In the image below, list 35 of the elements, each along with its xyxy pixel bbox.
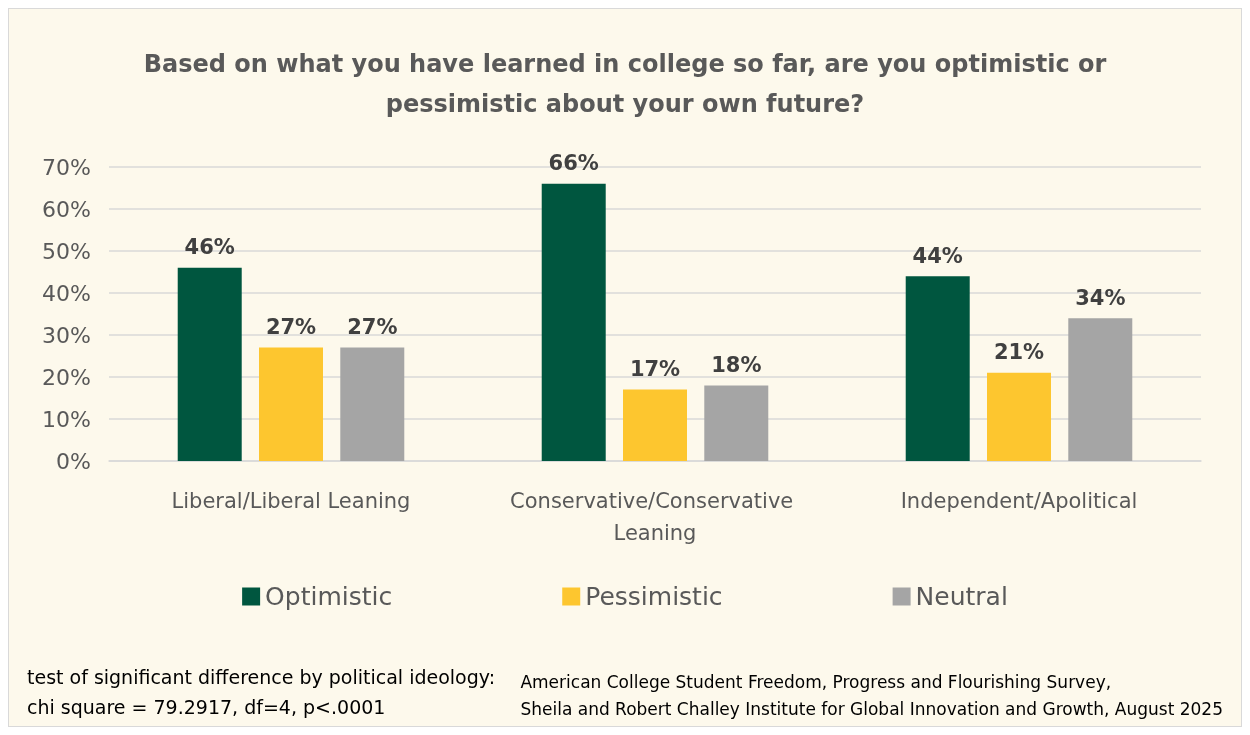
x-tick-label: Conservative/Conservative Leaning [510, 489, 800, 545]
x-tick-label: Liberal/Liberal Leaning [171, 489, 411, 513]
bar [623, 389, 687, 461]
y-tick-label: 70% [42, 154, 91, 180]
bar [987, 372, 1051, 461]
data-label: 27% [265, 315, 317, 340]
y-tick-label: 0% [56, 448, 91, 474]
data-label: 44% [912, 243, 963, 268]
data-label: 17% [629, 357, 681, 382]
text: test of significant difference by political ideology: chi square = 79.2917, df=4, p<.0001 [27, 666, 496, 718]
bar [905, 276, 970, 461]
legend-label: Neutral [915, 582, 1008, 611]
data-label: 66% [548, 151, 599, 176]
data-label: 18% [711, 352, 762, 377]
bar [541, 183, 606, 461]
y-tick-label: 60% [42, 196, 91, 222]
data-label: 34% [1075, 285, 1126, 310]
data-label: 27% [347, 315, 398, 340]
bar [177, 267, 242, 461]
bar [259, 347, 323, 461]
y-tick-label: 30% [42, 322, 91, 348]
bar [340, 347, 405, 461]
chart-title: Based on what you have learned in college so far, are you optimistic or pessimistic about your own future? [143, 50, 1107, 118]
y-tick-label: 40% [42, 280, 91, 306]
data-label: 21% [993, 340, 1045, 365]
bar [1068, 318, 1133, 461]
y-tick-label: 20% [42, 364, 91, 390]
legend-label: Pessimistic [585, 582, 723, 611]
y-tick-label: 10% [42, 406, 91, 432]
text: American College Student Freedom, Progress and Flourishing Survey, Sheila and Robert Challey Institute for Global Innovation and Growth, August 2025 [520, 671, 1223, 719]
bar [704, 385, 769, 461]
x-tick-label: Independent/Apolitical [900, 489, 1138, 513]
data-label: 46% [184, 235, 235, 260]
legend-label: Optimistic [265, 582, 393, 611]
y-tick-label: 50% [42, 238, 91, 264]
